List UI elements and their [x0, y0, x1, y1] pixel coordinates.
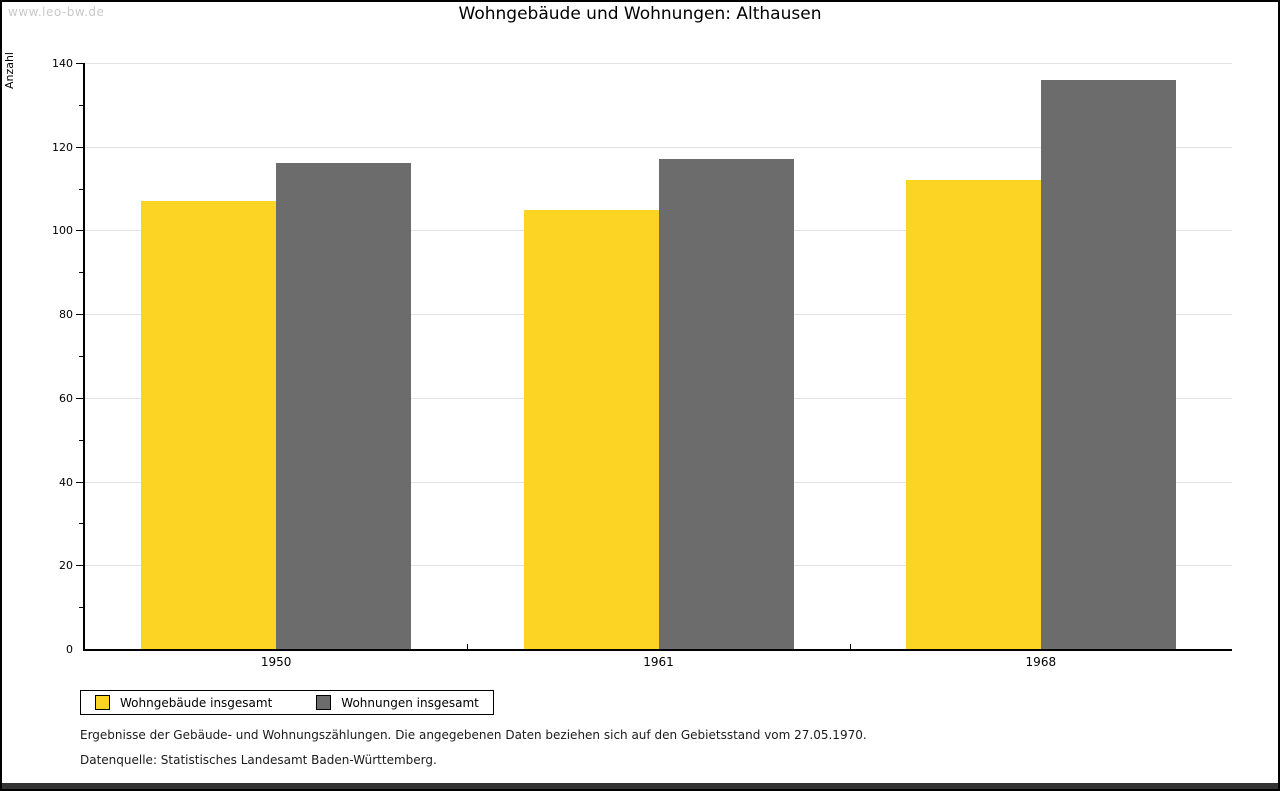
y-tick-label-0: 0 — [66, 643, 73, 656]
y-tick-label-80: 80 — [59, 308, 73, 322]
y-minor-tick-90 — [79, 272, 83, 274]
x-tick-label-1950: 1950 — [260, 655, 292, 669]
y-tick-label-40: 40 — [59, 475, 73, 489]
y-major-tick-100 — [76, 230, 83, 232]
y-major-tick-120 — [76, 146, 83, 148]
y-tick-label-60: 60 — [59, 391, 73, 405]
y-major-tick-40 — [76, 481, 83, 483]
y-tick-label-120: 120 — [52, 140, 73, 154]
watermark: www.leo-bw.de — [8, 5, 105, 19]
y-major-tick-60 — [76, 397, 83, 399]
y-minor-tick-10 — [79, 607, 83, 609]
bar-1961-wohnungen — [658, 159, 794, 649]
y-major-tick-140 — [76, 63, 83, 64]
y-minor-tick-110 — [79, 188, 83, 190]
y-tick-label-140: 140 — [52, 57, 73, 70]
footnote-datenquelle: Datenquelle: Statistisches Landesamt Bad… — [80, 753, 437, 767]
legend-label: Wohnungen insgesamt — [341, 695, 479, 710]
bar-1961-wohngebaeude — [523, 209, 659, 649]
y-minor-tick-70 — [79, 356, 83, 357]
legend-item-wohngebaeude: Wohngebäude insgesamt — [95, 695, 272, 710]
bottom-edge-bar — [2, 783, 1278, 789]
x-boundary-tick-1 — [467, 644, 469, 649]
legend-swatch-gray — [316, 695, 332, 710]
x-tick-label-1961: 1961 — [643, 655, 674, 669]
bar-1968-wohnungen — [1040, 79, 1176, 649]
legend-label: Wohngebäude insgesamt — [120, 695, 273, 710]
y-major-tick-80 — [76, 314, 83, 316]
legend: Wohngebäude insgesamt Wohnungen insgesam… — [80, 690, 494, 715]
bar-1950-wohnungen — [276, 163, 412, 649]
bar-1968-wohngebaeude — [905, 180, 1041, 649]
y-major-tick-20 — [76, 565, 83, 567]
legend-item-wohnungen: Wohnungen insgesamt — [316, 695, 479, 710]
y-gridline-120 — [85, 146, 1232, 148]
y-minor-tick-30 — [79, 523, 83, 525]
plot-area: 0 20 40 60 80 100 120 140 1950 1961 1968 — [52, 57, 1232, 669]
x-tick-label-1968: 1968 — [1025, 655, 1057, 669]
y-tick-label-100: 100 — [52, 224, 73, 238]
y-gridline-140 — [85, 63, 1232, 64]
legend-swatch-yellow — [95, 695, 110, 710]
y-axis-title: Anzahl — [3, 52, 16, 90]
y-tick-label-20: 20 — [59, 559, 73, 573]
y-minor-tick-130 — [79, 104, 83, 106]
y-minor-tick-50 — [79, 439, 83, 441]
bar-1950-wohngebaeude — [141, 201, 277, 649]
footnote-gebietsstand: Ergebnisse der Gebäude- und Wohnungszähl… — [80, 728, 867, 742]
chart-title: Wohngebäude und Wohnungen: Althausen — [458, 4, 822, 24]
x-boundary-tick-2 — [849, 644, 851, 649]
